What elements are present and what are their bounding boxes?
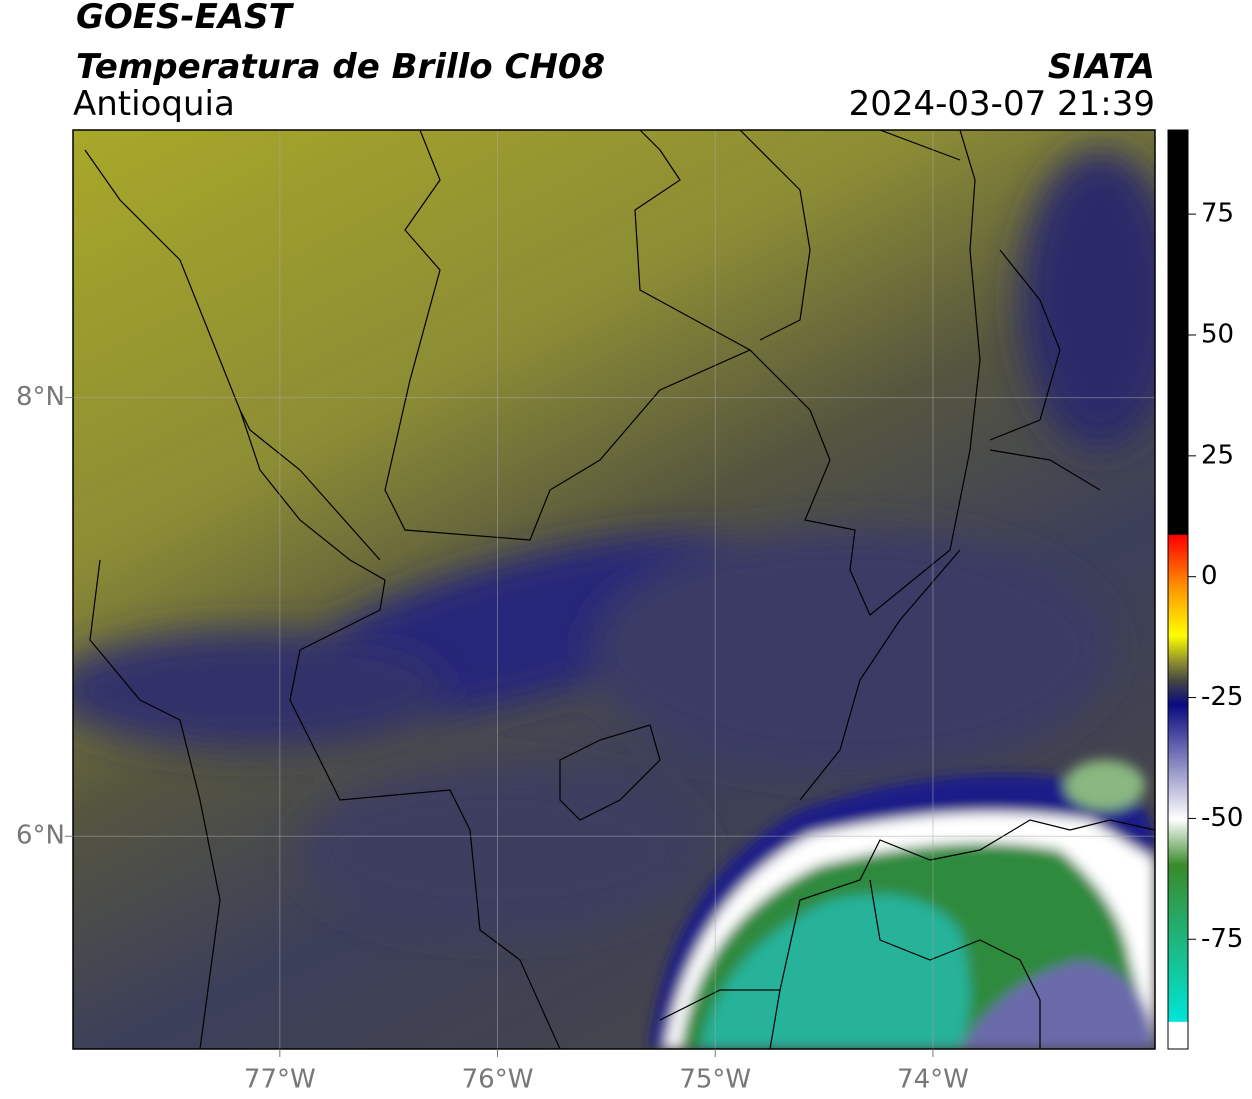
colorbar-label: 50 [1201, 319, 1234, 349]
subtitle: Temperatura de Brillo CH08 [76, 47, 605, 87]
y-tick-label: 6°N [16, 821, 65, 851]
x-tick-label: 75°W [679, 1065, 751, 1095]
x-tick-label: 77°W [244, 1065, 316, 1095]
grid [73, 130, 1155, 1049]
colorbar-label: 0 [1201, 561, 1218, 591]
colorbar-label: -50 [1201, 803, 1243, 833]
source: SIATA [1048, 47, 1155, 87]
y-tick-label: 8°N [16, 382, 65, 412]
x-tick-label: 76°W [462, 1065, 534, 1095]
map-image [73, 130, 1155, 1049]
x-tick-label: 74°W [897, 1065, 969, 1095]
colorbar-label: -25 [1201, 682, 1243, 712]
title: GOES-EAST [76, 0, 295, 37]
datetime: 2024-03-07 21:39 [849, 84, 1155, 124]
region: Antioquia [73, 84, 235, 124]
colorbar-label: 25 [1201, 440, 1234, 470]
map-frame [72, 129, 1156, 1050]
colorbar-label: -75 [1201, 924, 1243, 954]
colorbar-label: 75 [1201, 199, 1234, 229]
colorbar [1167, 129, 1189, 1050]
